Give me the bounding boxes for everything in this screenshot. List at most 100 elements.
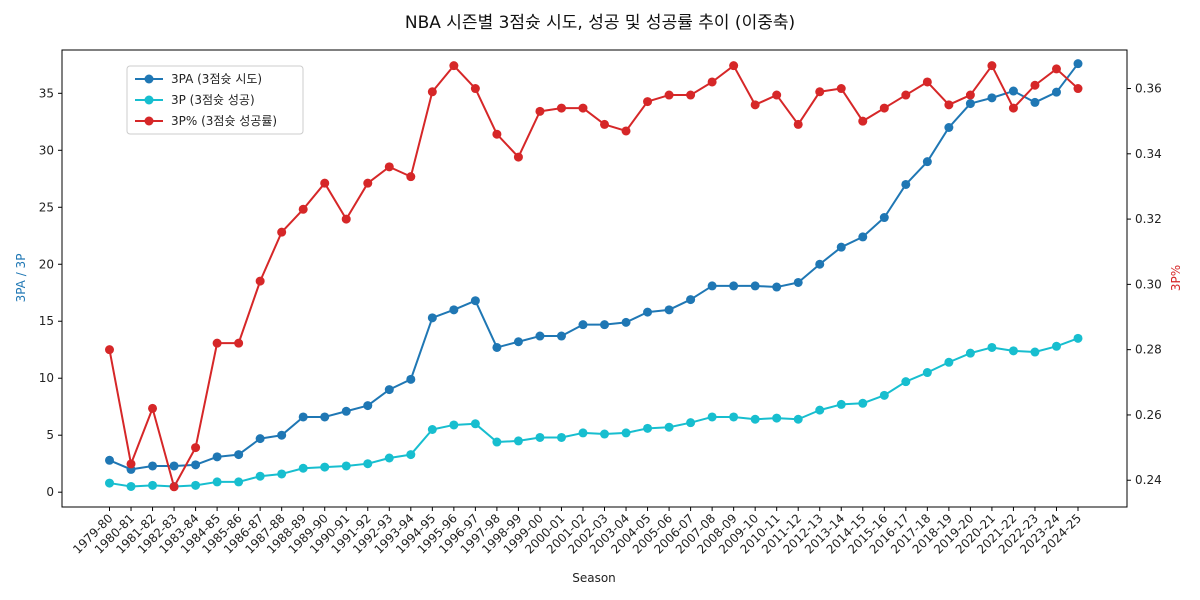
legend-item: 3PA (3점슛 시도) xyxy=(135,72,262,86)
data-point xyxy=(320,462,330,472)
legend: 3PA (3점슛 시도) 3P (3점슛 성공) 3P% (3점슛 성공률) xyxy=(126,65,304,135)
data-point xyxy=(987,93,997,103)
data-point xyxy=(965,90,975,100)
data-point xyxy=(750,414,760,424)
data-point xyxy=(298,204,308,214)
data-point xyxy=(944,357,954,367)
data-point xyxy=(470,296,480,306)
y-right-tick-label: 0.34 xyxy=(1135,147,1162,161)
data-point xyxy=(858,232,868,242)
data-point xyxy=(729,281,739,291)
data-point xyxy=(879,103,889,113)
y-left-tick-label: 0 xyxy=(46,485,54,499)
data-point xyxy=(148,403,158,413)
data-point xyxy=(406,450,416,460)
data-point xyxy=(815,87,825,97)
data-point xyxy=(1051,87,1061,97)
data-point xyxy=(513,152,523,162)
data-point xyxy=(1030,97,1040,107)
data-point xyxy=(148,480,158,490)
data-point xyxy=(341,406,351,416)
data-point xyxy=(901,90,911,100)
legend-label: 3P% (3점슛 성공률) xyxy=(171,114,277,128)
data-point xyxy=(578,428,588,438)
data-point xyxy=(384,453,394,463)
data-point xyxy=(600,429,610,439)
data-point xyxy=(1008,103,1018,113)
data-point xyxy=(126,459,136,469)
data-point xyxy=(556,331,566,341)
data-point xyxy=(535,432,545,442)
data-point xyxy=(1051,64,1061,74)
data-point xyxy=(621,317,631,327)
y-left-tick-label: 15 xyxy=(39,314,54,328)
x-axis-label: Season xyxy=(572,571,616,585)
legend-box xyxy=(126,65,304,135)
data-point xyxy=(492,129,502,139)
data-point xyxy=(556,432,566,442)
legend-label: 3PA (3점슛 시도) xyxy=(171,72,262,86)
data-point xyxy=(126,481,136,491)
y-axis-left-label: 3PA / 3P xyxy=(14,254,28,303)
data-point xyxy=(793,414,803,424)
series-line xyxy=(109,337,1079,488)
data-point xyxy=(384,385,394,395)
data-point xyxy=(105,345,114,355)
data-point xyxy=(879,213,889,223)
data-point xyxy=(212,338,222,348)
data-point xyxy=(255,434,265,444)
y-left-tick-label: 10 xyxy=(39,371,54,385)
data-point xyxy=(449,420,459,430)
data-point xyxy=(664,422,674,432)
data-point xyxy=(621,126,631,136)
data-point xyxy=(234,338,244,348)
y-right-tick-label: 0.32 xyxy=(1135,212,1162,226)
series-3 xyxy=(105,61,1083,492)
data-point xyxy=(169,461,179,471)
data-point xyxy=(987,342,997,352)
chart-title: NBA 시즌별 3점슛 시도, 성공 및 성공률 추이 (이중축) xyxy=(405,13,795,33)
data-point xyxy=(1030,347,1040,357)
y-right-tick-label: 0.36 xyxy=(1135,82,1162,96)
data-point xyxy=(105,478,114,488)
plot-area xyxy=(105,59,1083,492)
y-left-tick-label: 5 xyxy=(46,428,54,442)
legend-item: 3P% (3점슛 성공률) xyxy=(135,114,277,128)
y-left-tick-label: 35 xyxy=(39,86,54,100)
data-point xyxy=(815,259,825,269)
y-left-tick-label: 30 xyxy=(39,143,54,157)
y-left-tick-label: 20 xyxy=(39,257,54,271)
data-point xyxy=(922,77,932,87)
data-point xyxy=(836,399,846,409)
series-1 xyxy=(105,59,1083,474)
data-point xyxy=(858,398,868,408)
data-point xyxy=(212,452,222,462)
data-point xyxy=(707,77,717,87)
data-point xyxy=(470,419,480,429)
data-point xyxy=(191,480,201,490)
data-point xyxy=(1073,333,1083,343)
legend-swatch-marker xyxy=(144,95,154,105)
data-point xyxy=(750,100,760,110)
data-point xyxy=(1008,346,1018,356)
data-point xyxy=(277,430,287,440)
data-point xyxy=(578,320,588,330)
data-point xyxy=(427,87,437,97)
data-point xyxy=(406,172,416,182)
data-point xyxy=(449,61,459,71)
legend-item: 3P (3점슛 성공) xyxy=(135,93,255,107)
data-point xyxy=(793,277,803,287)
data-point xyxy=(901,377,911,387)
data-point xyxy=(729,412,739,422)
data-point xyxy=(643,423,653,433)
data-point xyxy=(600,119,610,129)
data-point xyxy=(298,412,308,422)
data-point xyxy=(556,103,566,113)
data-point xyxy=(1073,84,1083,94)
data-point xyxy=(492,437,502,447)
data-point xyxy=(513,436,523,446)
y-right-tick-label: 0.28 xyxy=(1135,343,1162,357)
data-point xyxy=(686,295,696,305)
data-point xyxy=(772,90,782,100)
